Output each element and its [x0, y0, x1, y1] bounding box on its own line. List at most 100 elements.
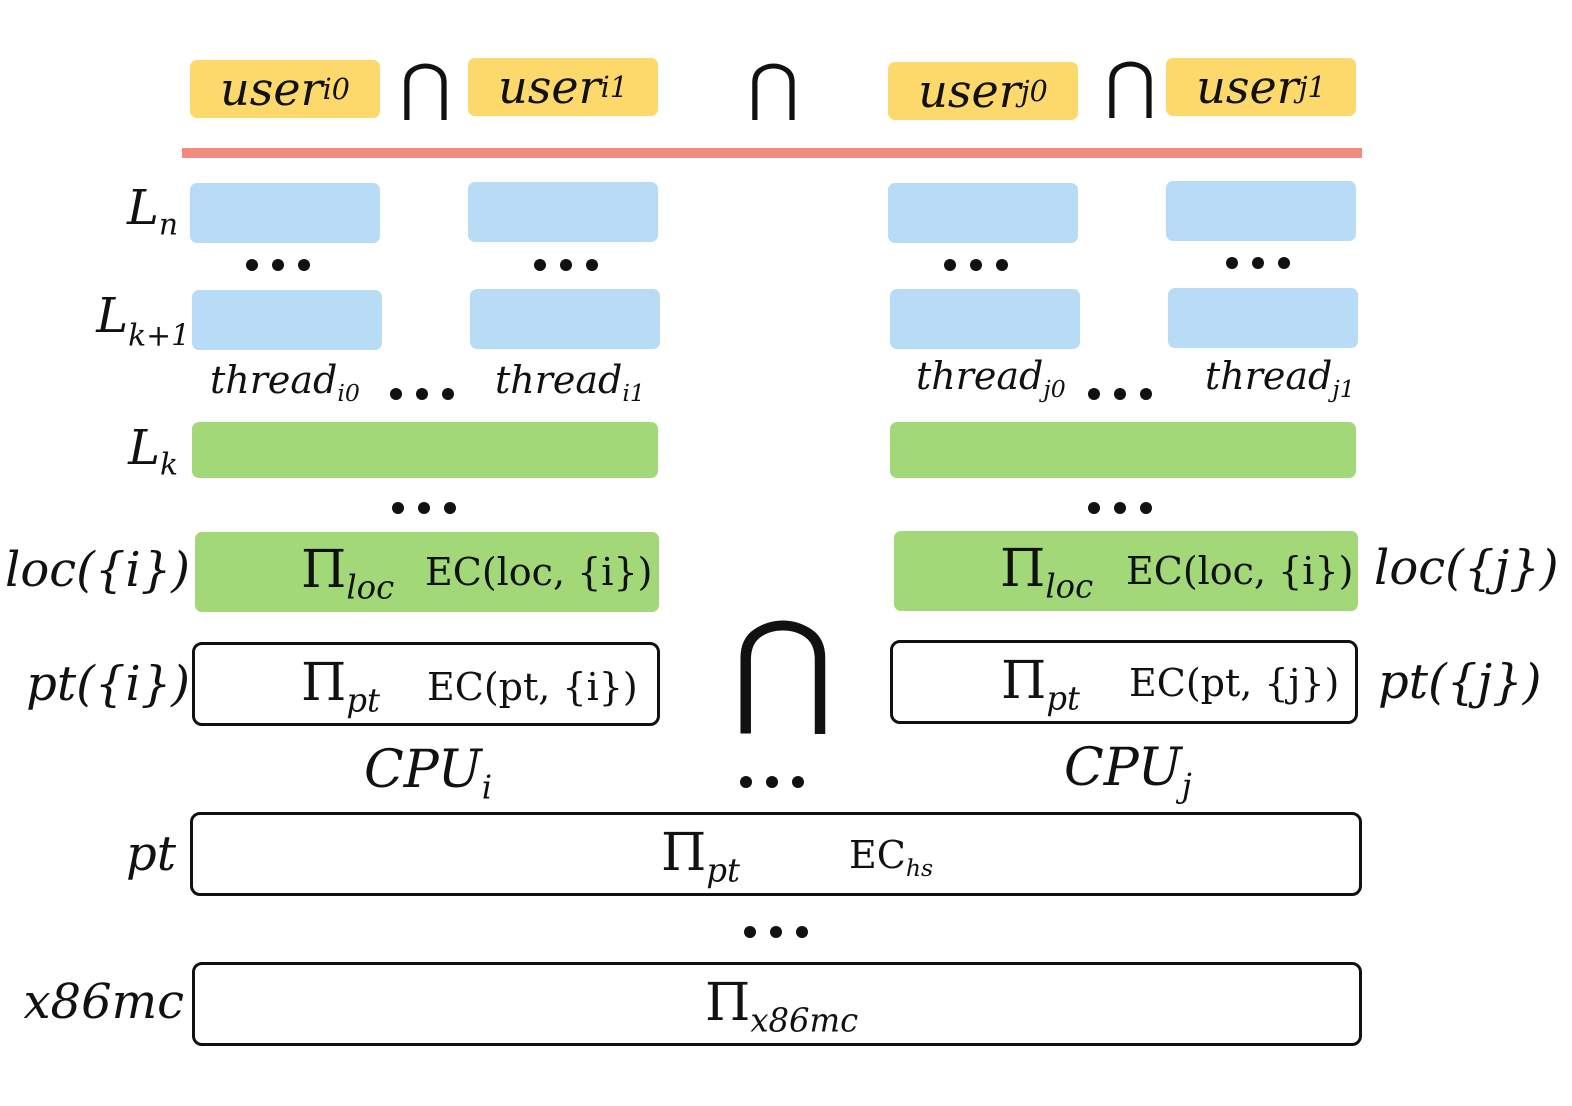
intersection-symbol-3: ⋂ [1105, 48, 1156, 121]
layer-label-loc-j: loc({j}) [1374, 540, 1559, 596]
ellipsis-thread-i [390, 388, 454, 400]
layer-label-x86mc: x86mc [23, 974, 184, 1030]
thread-i0-label: threadi0 [210, 358, 360, 407]
layer-label-pt-i: pt({i}) [26, 656, 190, 712]
pi-pt-j-sub: pt [1046, 679, 1080, 718]
user-i0-sub: i0 [322, 72, 350, 106]
loc-box-cpu-j: Πloc EC(loc, {i}) [894, 531, 1358, 611]
pi-loc-i-symbol: Π [301, 540, 347, 600]
pi-pt-shared: Πpt [661, 823, 740, 889]
layer-label-ln: Ln [60, 180, 178, 242]
pi-pt-i: Πpt [301, 653, 380, 719]
ellipsis-between-cpus [740, 776, 804, 788]
ec-pt-i: EC(pt, {i}) [427, 665, 638, 709]
intersection-symbol-1: ⋂ [400, 50, 451, 123]
ln-box-j0 [888, 183, 1078, 243]
layer-lk-sub: k [159, 447, 178, 483]
layer-label-lk1: Lk+1 [40, 288, 190, 353]
pi-loc-j-sub: loc [1045, 567, 1094, 606]
pi-loc-i-sub: loc [346, 568, 395, 607]
ec-hs-sub: hs [905, 854, 934, 883]
lk-box-cpu-i [192, 422, 658, 478]
intersection-symbol-big: ⋂ [732, 596, 834, 740]
ellipsis-cpu-j-mid [1088, 502, 1152, 514]
ln-box-i1 [468, 182, 658, 242]
x86mc-box: Πx86mc [192, 962, 1362, 1046]
lk1-box-i0 [192, 290, 382, 350]
cpu-i-base: CPU [364, 740, 482, 800]
user-i1-box: user i1 [468, 58, 658, 116]
thread-i0-base: thread [210, 358, 338, 402]
lk1-box-i1 [470, 289, 660, 349]
thread-j0-base: thread [916, 354, 1044, 398]
intersection-symbol-2: ⋂ [748, 50, 799, 123]
layer-label-pt-j: pt({j}) [1378, 654, 1542, 710]
pi-pt-i-sub: pt [346, 681, 380, 720]
user-kernel-separator [182, 148, 1362, 158]
ellipsis-j0-upper [944, 259, 1008, 271]
ellipsis-cpu-i-mid [392, 502, 456, 514]
ellipsis-lower [744, 926, 808, 938]
thread-j0-sub: j0 [1043, 375, 1066, 404]
cpu-i-sub: i [481, 768, 492, 807]
layer-ln-base: L [126, 180, 159, 236]
user-i1-sub: i1 [600, 70, 628, 104]
pi-loc-j-symbol: Π [1000, 539, 1046, 599]
pi-x86mc-symbol: Π [705, 973, 751, 1033]
ellipsis-j1-upper [1226, 257, 1290, 269]
layer-ln-sub: n [158, 207, 178, 243]
ec-loc-i: EC(loc, {i}) [425, 550, 653, 594]
user-i0-box: user i0 [190, 60, 380, 118]
pi-pt-j-symbol: Π [1001, 651, 1047, 711]
ln-box-j1 [1166, 181, 1356, 241]
cpu-j-label: CPUj [1064, 738, 1192, 804]
ec-loc-j: EC(loc, {i}) [1126, 549, 1354, 593]
layer-label-lk: Lk [60, 420, 178, 482]
user-j0-sub: j0 [1020, 74, 1048, 108]
user-j1-box: user j1 [1166, 58, 1356, 116]
ec-hs: EChs [849, 833, 933, 882]
thread-j1-base: thread [1205, 354, 1333, 398]
ec-pt-j: EC(pt, {j}) [1129, 661, 1340, 705]
user-j1-label: user [1196, 60, 1299, 114]
pi-pt-shared-sub: pt [706, 851, 740, 890]
pi-loc-j: Πloc [1000, 539, 1093, 605]
user-i0-label: user [220, 62, 323, 116]
thread-j1-label: threadj1 [1205, 354, 1355, 403]
lk1-box-j1 [1168, 288, 1358, 348]
loc-box-cpu-i: Πloc EC(loc, {i}) [195, 532, 659, 612]
lk-box-cpu-j [890, 422, 1356, 478]
pi-pt-shared-symbol: Π [661, 823, 707, 883]
user-j1-sub: j1 [1298, 70, 1326, 104]
layer-label-pt: pt [125, 826, 176, 882]
thread-i0-sub: i0 [337, 379, 360, 408]
thread-i1-sub: i1 [622, 379, 645, 408]
pi-loc-i: Πloc [301, 540, 394, 606]
layer-lk-base: L [128, 420, 160, 476]
ellipsis-i0-upper [246, 259, 310, 271]
pi-x86mc: Πx86mc [705, 973, 858, 1039]
pt-box-cpu-i: Πpt EC(pt, {i}) [192, 642, 660, 726]
user-i1-label: user [498, 60, 601, 114]
ln-box-i0 [190, 183, 380, 243]
layer-label-loc-i: loc({i}) [4, 542, 190, 598]
ellipsis-thread-j [1088, 388, 1152, 400]
ellipsis-i1-upper [534, 259, 598, 271]
pt-box-cpu-j: Πpt EC(pt, {j}) [890, 640, 1358, 724]
user-j0-box: user j0 [888, 62, 1078, 120]
thread-i1-base: thread [495, 358, 623, 402]
layer-lk1-sub: k+1 [128, 318, 190, 354]
cpu-i-label: CPUi [364, 740, 492, 806]
pt-box-shared: Πpt EChs [190, 812, 1362, 896]
pi-pt-j: Πpt [1001, 651, 1080, 717]
cpu-j-base: CPU [1064, 738, 1182, 798]
ec-hs-base: EC [849, 833, 906, 877]
user-j0-label: user [918, 64, 1021, 118]
thread-j1-sub: j1 [1332, 375, 1355, 404]
lk1-box-j0 [890, 289, 1080, 349]
layer-lk1-base: L [96, 288, 129, 344]
thread-i1-label: threadi1 [495, 358, 645, 407]
pi-pt-i-symbol: Π [301, 653, 347, 713]
pi-x86mc-sub: x86mc [750, 1001, 859, 1040]
thread-j0-label: threadj0 [916, 354, 1066, 403]
